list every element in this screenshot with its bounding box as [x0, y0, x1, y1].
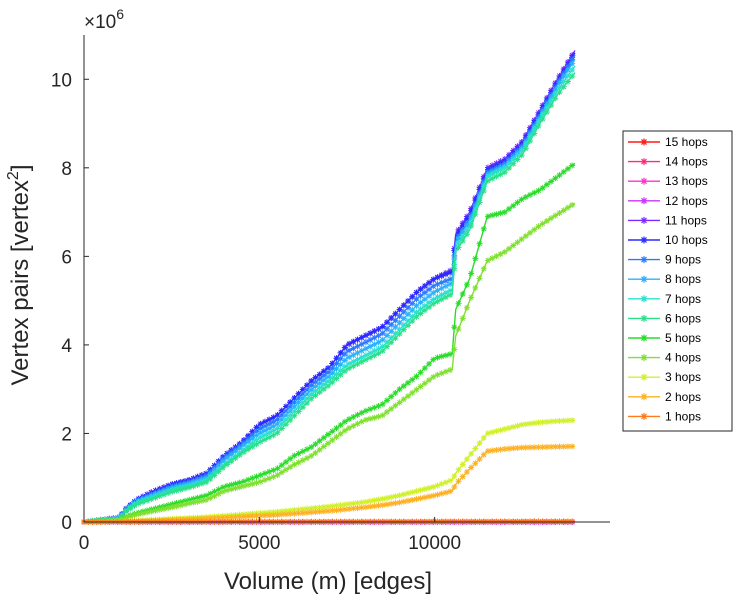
x-tick-label: 5000: [238, 533, 280, 554]
series-4-hops: [81, 202, 576, 525]
x-ticks: 0 5000 10000: [79, 517, 461, 554]
legend-label: 8 hops: [665, 272, 701, 286]
series-11-hops: [81, 50, 576, 525]
x-tick-label: 0: [79, 533, 90, 554]
y-axis-label: Vertex pairs [vertex2]: [5, 165, 34, 386]
legend-item-14-hops: 14 hops: [628, 155, 708, 169]
legend-item-8-hops: 8 hops: [628, 272, 701, 286]
y-tick-label: 6: [61, 247, 72, 268]
series-6-hops: [81, 72, 576, 525]
legend-swatch-marker: [640, 314, 648, 322]
y-axis-label-superscript: 2: [5, 171, 22, 180]
y-tick-label: 4: [61, 336, 72, 357]
legend-label: 1 hops: [665, 409, 701, 423]
x-axis-label: Volume (m) [edges]: [224, 568, 432, 595]
x-tick-label: 10000: [408, 533, 461, 554]
legend-item-10-hops: 10 hops: [628, 233, 708, 247]
legend-label: 7 hops: [665, 292, 701, 306]
legend-swatch-marker: [640, 373, 648, 381]
legend-swatch-marker: [640, 334, 648, 342]
legend-item-15-hops: 15 hops: [628, 135, 708, 149]
series-line-5-hops: [83, 162, 576, 523]
axes: 0 5000 10000 0 2 4 6 8 10: [51, 35, 610, 554]
series-line-4-hops: [83, 202, 576, 523]
series-5-hops: [81, 162, 576, 525]
legend-label: 4 hops: [665, 351, 701, 365]
legend-item-9-hops: 9 hops: [628, 253, 701, 267]
series-8-hops: [81, 58, 576, 525]
legend-label: 5 hops: [665, 331, 701, 345]
legend-label: 10 hops: [665, 233, 708, 247]
legend-items: 15 hops 14 hops 13 hops 12 hops 11 hops 10 ho…: [628, 135, 708, 423]
y-tick-label: 10: [51, 70, 72, 91]
y-axis-multiplier: ×106: [84, 6, 124, 33]
y-tick-label: 2: [61, 424, 72, 445]
legend-item-6-hops: 6 hops: [628, 311, 701, 325]
legend-swatch-marker: [640, 275, 648, 283]
series-line-10-hops: [83, 52, 576, 523]
legend-item-7-hops: 7 hops: [628, 292, 701, 306]
y-axis-label-text: Vertex pairs [vertex: [7, 180, 34, 385]
series-line-7-hops: [83, 65, 576, 523]
legend-swatch-marker: [640, 354, 648, 362]
legend-item-13-hops: 13 hops: [628, 174, 708, 188]
series-markers-9-hops: [81, 56, 576, 525]
legend-label: 2 hops: [665, 390, 701, 404]
legend-swatch-marker: [640, 295, 648, 303]
series-markers-11-hops: [81, 52, 576, 525]
legend-item-5-hops: 5 hops: [628, 331, 701, 345]
series-markers-10-hops: [81, 54, 576, 525]
legend-item-11-hops: 11 hops: [628, 213, 707, 227]
legend-item-1-hops: 1 hops: [628, 409, 701, 423]
series-markers-8-hops: [81, 60, 576, 525]
legend-label: 3 hops: [665, 370, 701, 384]
legend-item-4-hops: 4 hops: [628, 351, 701, 365]
series-markers-7-hops: [81, 66, 576, 525]
legend-item-3-hops: 3 hops: [628, 370, 701, 384]
legend-label: 6 hops: [665, 311, 701, 325]
y-multiplier-exponent: 6: [116, 6, 124, 22]
series-markers-6-hops: [81, 73, 576, 525]
legend-swatch-marker: [640, 138, 648, 146]
legend-item-12-hops: 12 hops: [628, 194, 708, 208]
legend-item-2-hops: 2 hops: [628, 390, 701, 404]
legend-swatch-marker: [640, 393, 648, 401]
y-tick-label: 8: [61, 159, 72, 180]
y-multiplier-base: ×10: [84, 12, 116, 33]
legend-swatch-marker: [640, 216, 648, 224]
series-markers-5-hops: [81, 162, 576, 525]
legend-swatch-marker: [640, 256, 648, 264]
series-line-6-hops: [83, 72, 576, 523]
y-ticks: 0 2 4 6 8 10: [51, 70, 89, 534]
series-line-11-hops: [83, 50, 576, 523]
legend-label: 14 hops: [665, 155, 708, 169]
series-layer: [81, 50, 576, 525]
series-9-hops: [81, 54, 576, 525]
legend-swatch-marker: [640, 197, 648, 205]
legend-swatch-marker: [640, 158, 648, 166]
series-markers-4-hops: [81, 202, 576, 525]
legend-label: 13 hops: [665, 174, 708, 188]
y-axis-label-suffix: ]: [7, 165, 34, 172]
series-7-hops: [81, 65, 576, 525]
series-line-9-hops: [83, 54, 576, 523]
legend-swatch-marker: [640, 412, 648, 420]
y-tick-label: 0: [61, 513, 72, 534]
legend: 15 hops 14 hops 13 hops 12 hops 11 hops 10 ho…: [622, 130, 733, 432]
legend-label: 15 hops: [665, 135, 708, 149]
series-10-hops: [81, 52, 576, 525]
legend-label: 9 hops: [665, 253, 701, 267]
legend-swatch-marker: [640, 177, 648, 185]
legend-label: 12 hops: [665, 194, 708, 208]
legend-swatch-marker: [640, 236, 648, 244]
series-line-8-hops: [83, 58, 576, 523]
legend-label: 11 hops: [665, 213, 707, 227]
